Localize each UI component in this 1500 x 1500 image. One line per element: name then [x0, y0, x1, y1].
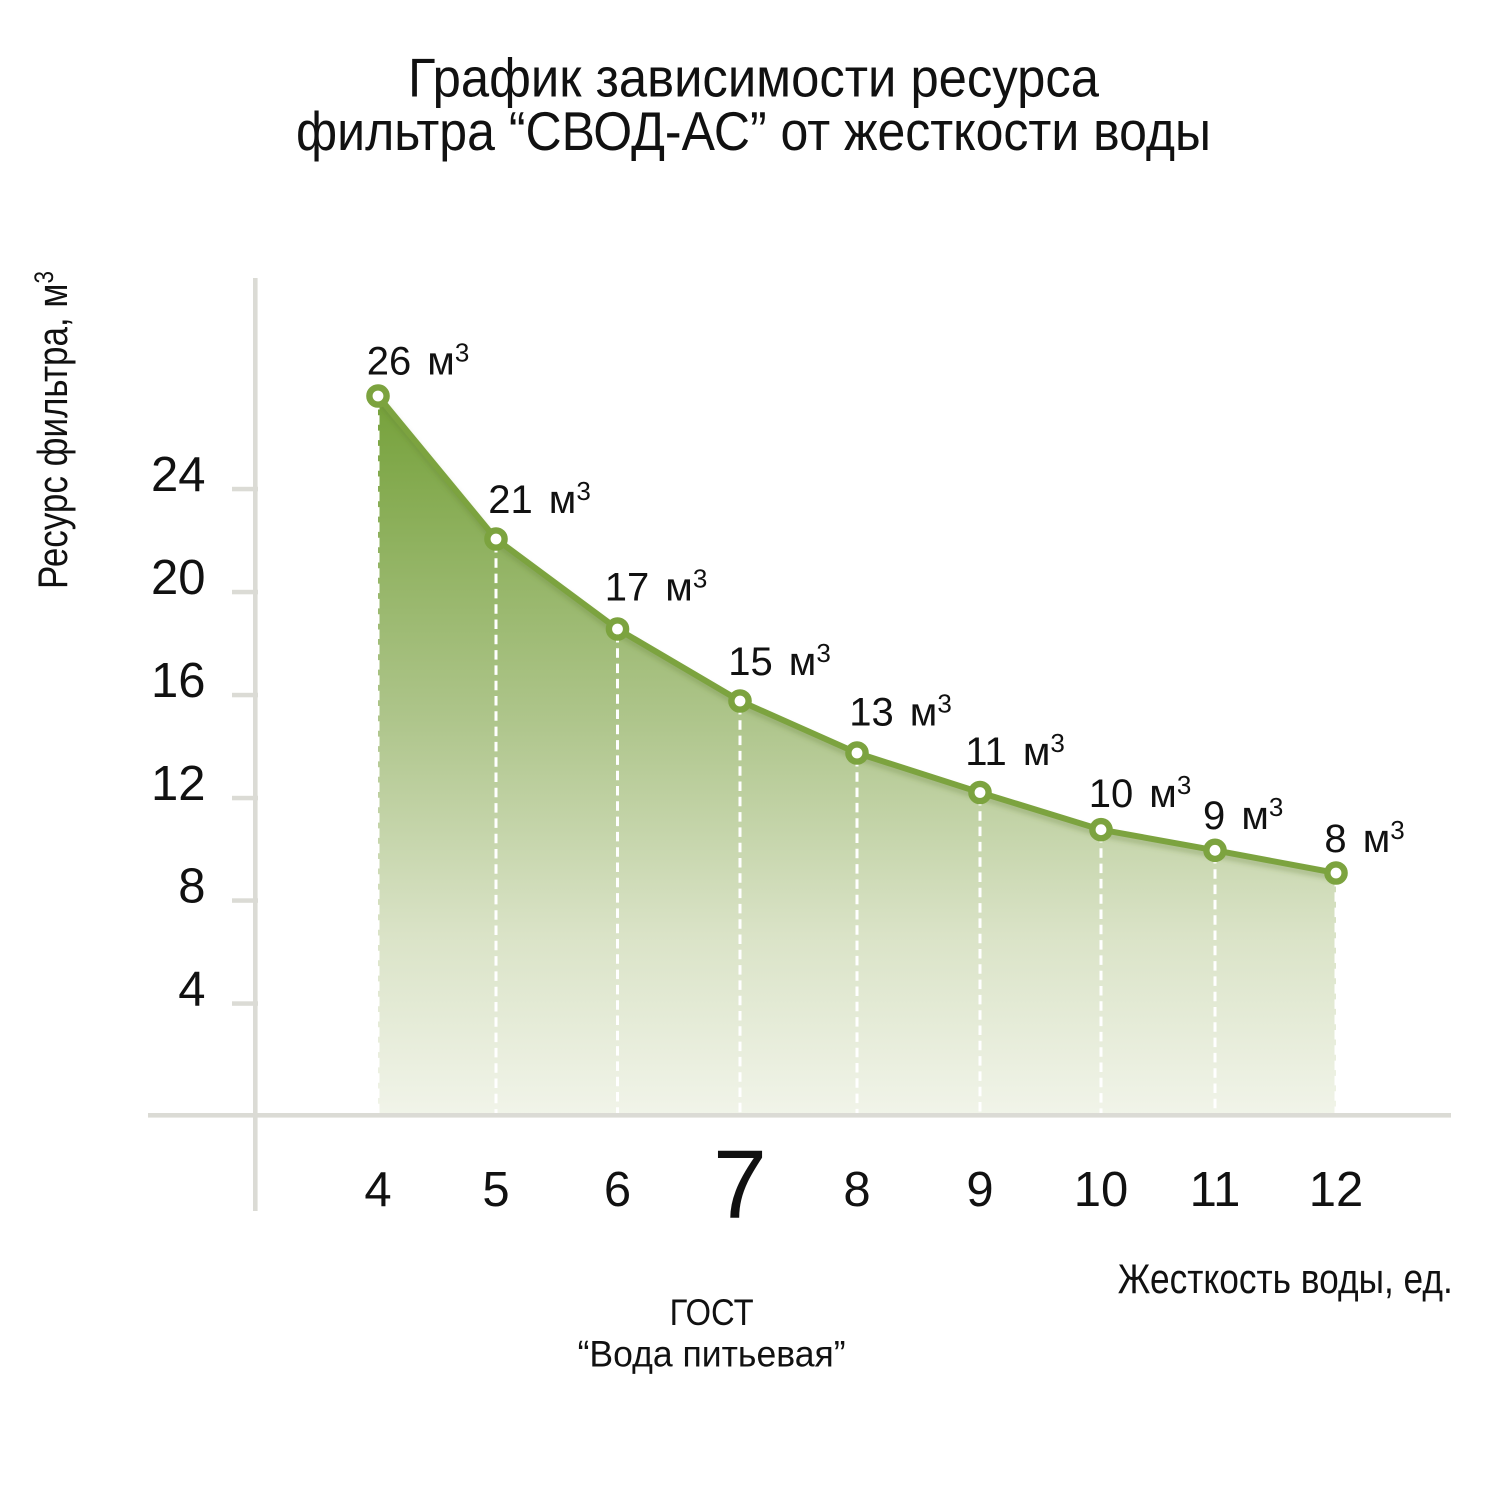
svg-text:13 м3: 13 м3	[849, 689, 952, 735]
svg-text:фильтра “СВОД-АС” от жесткости: фильтра “СВОД-АС” от жесткости воды	[296, 100, 1211, 162]
svg-text:“Вода питьевая”: “Вода питьевая”	[578, 1334, 846, 1375]
svg-text:15 м3: 15 м3	[728, 638, 831, 684]
svg-text:8 м3: 8 м3	[1324, 815, 1404, 861]
svg-text:4: 4	[364, 1163, 391, 1217]
svg-text:6: 6	[604, 1163, 631, 1217]
svg-text:График зависимости ресурса: График зависимости ресурса	[408, 47, 1099, 109]
svg-text:Ресурс фильтра, м3: Ресурс фильтра, м3	[29, 271, 76, 589]
svg-text:11: 11	[1190, 1163, 1241, 1217]
svg-text:8: 8	[178, 860, 205, 914]
svg-text:20: 20	[151, 551, 206, 605]
svg-text:9 м3: 9 м3	[1203, 792, 1283, 838]
svg-text:12: 12	[151, 757, 206, 811]
svg-text:12: 12	[1309, 1163, 1364, 1217]
svg-text:17 м3: 17 м3	[605, 564, 708, 610]
svg-text:7: 7	[713, 1130, 767, 1239]
svg-text:4: 4	[178, 963, 205, 1017]
svg-text:11 м3: 11 м3	[965, 728, 1065, 774]
svg-text:10 м3: 10 м3	[1089, 770, 1192, 816]
svg-text:9: 9	[966, 1163, 993, 1217]
svg-text:24: 24	[151, 448, 206, 502]
svg-text:10: 10	[1074, 1163, 1129, 1217]
svg-text:8: 8	[843, 1163, 870, 1217]
svg-text:21 м3: 21 м3	[488, 476, 591, 522]
svg-text:ГОСТ: ГОСТ	[670, 1292, 754, 1333]
svg-text:5: 5	[482, 1163, 509, 1217]
svg-text:26 м3: 26 м3	[367, 338, 470, 384]
svg-text:Жесткость воды, ед.: Жесткость воды, ед.	[1118, 1255, 1453, 1302]
svg-text:16: 16	[151, 654, 206, 708]
